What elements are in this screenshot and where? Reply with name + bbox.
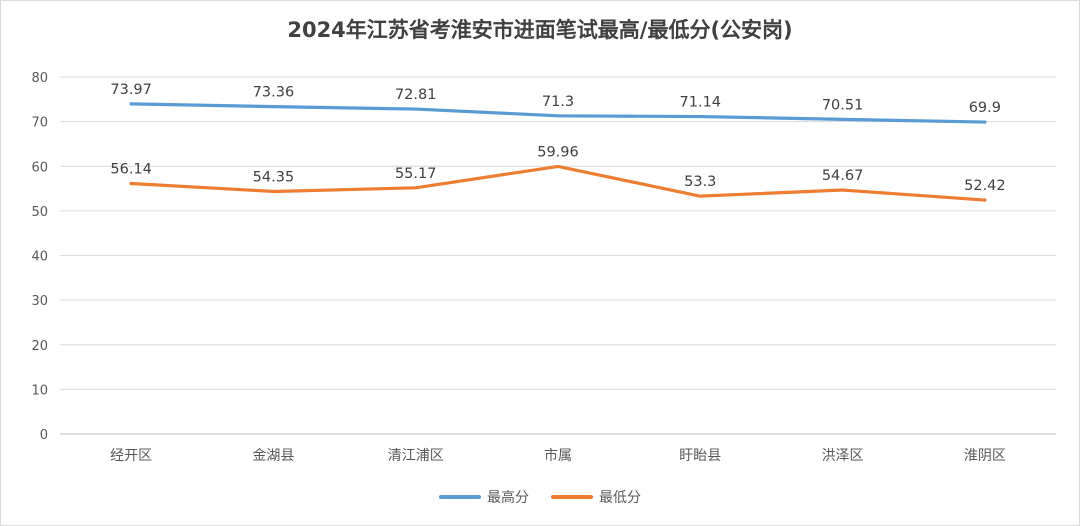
data-label: 56.14: [110, 161, 152, 177]
y-tick-label: 10: [31, 383, 48, 398]
data-point: [698, 194, 702, 198]
data-label: 72.81: [395, 87, 437, 103]
data-point: [840, 188, 845, 192]
data-point: [983, 198, 987, 202]
y-axis-ticks: 0 10 20 30 40 50 60 70 80: [31, 71, 48, 443]
data-point: [556, 164, 560, 169]
data-label: 52.42: [964, 178, 1006, 194]
data-point: [129, 102, 133, 106]
y-tick-label: 30: [31, 294, 48, 309]
y-tick-label: 80: [31, 71, 48, 86]
data-point: [414, 107, 418, 111]
x-category-label: 清江浦区: [388, 448, 444, 464]
data-label: 73.97: [110, 82, 152, 98]
data-label: 54.67: [822, 168, 864, 184]
legend-item: 最低分: [551, 487, 641, 507]
legend: 最高分 最低分: [0, 487, 1080, 507]
data-label: 73.36: [253, 85, 295, 101]
data-point: [840, 117, 845, 121]
data-label: 69.9: [969, 100, 1001, 116]
y-tick-label: 70: [31, 116, 48, 131]
data-label: 70.51: [822, 97, 864, 113]
legend-label: 最低分: [599, 490, 641, 506]
legend-swatch: [439, 495, 481, 499]
gridlines: [60, 76, 1056, 435]
x-category-label: 淮阴区: [964, 448, 1006, 464]
x-axis-categories: 经开区 金湖县 清江浦区 市属 盱眙县 洪泽区 淮阴区: [110, 447, 1006, 464]
legend-item: 最高分: [439, 487, 529, 507]
data-label: 54.35: [253, 169, 295, 185]
y-tick-label: 0: [40, 428, 48, 443]
chart-title: 2024年江苏省考淮安市进面笔试最高/最低分(公安岗): [287, 18, 793, 42]
data-point: [983, 120, 987, 124]
x-category-label: 盱眙县: [679, 448, 721, 464]
x-category-label: 经开区: [110, 448, 152, 464]
series-lines: [129, 102, 987, 202]
data-label: 71.3: [542, 94, 574, 110]
legend-label: 最高分: [487, 490, 529, 506]
data-labels: 73.97 73.36 72.81 71.3 71.14 70.51 69.9 56.14 54…: [110, 82, 1005, 194]
y-tick-label: 50: [31, 205, 48, 220]
data-point: [271, 105, 276, 109]
x-category-label: 市属: [544, 447, 572, 464]
data-label: 71.14: [680, 95, 722, 111]
data-label: 55.17: [395, 166, 437, 182]
data-label: 53.3: [684, 174, 716, 190]
data-point: [271, 189, 276, 194]
legend-swatch: [551, 495, 593, 499]
data-point: [129, 181, 133, 186]
data-point: [414, 186, 418, 190]
y-tick-label: 20: [31, 339, 48, 354]
y-tick-label: 40: [31, 250, 48, 265]
data-point: [698, 114, 702, 119]
x-category-label: 洪泽区: [822, 448, 864, 464]
y-tick-label: 60: [31, 160, 48, 175]
data-label: 59.96: [537, 144, 579, 160]
x-category-label: 金湖县: [252, 448, 294, 464]
data-point: [556, 114, 560, 118]
